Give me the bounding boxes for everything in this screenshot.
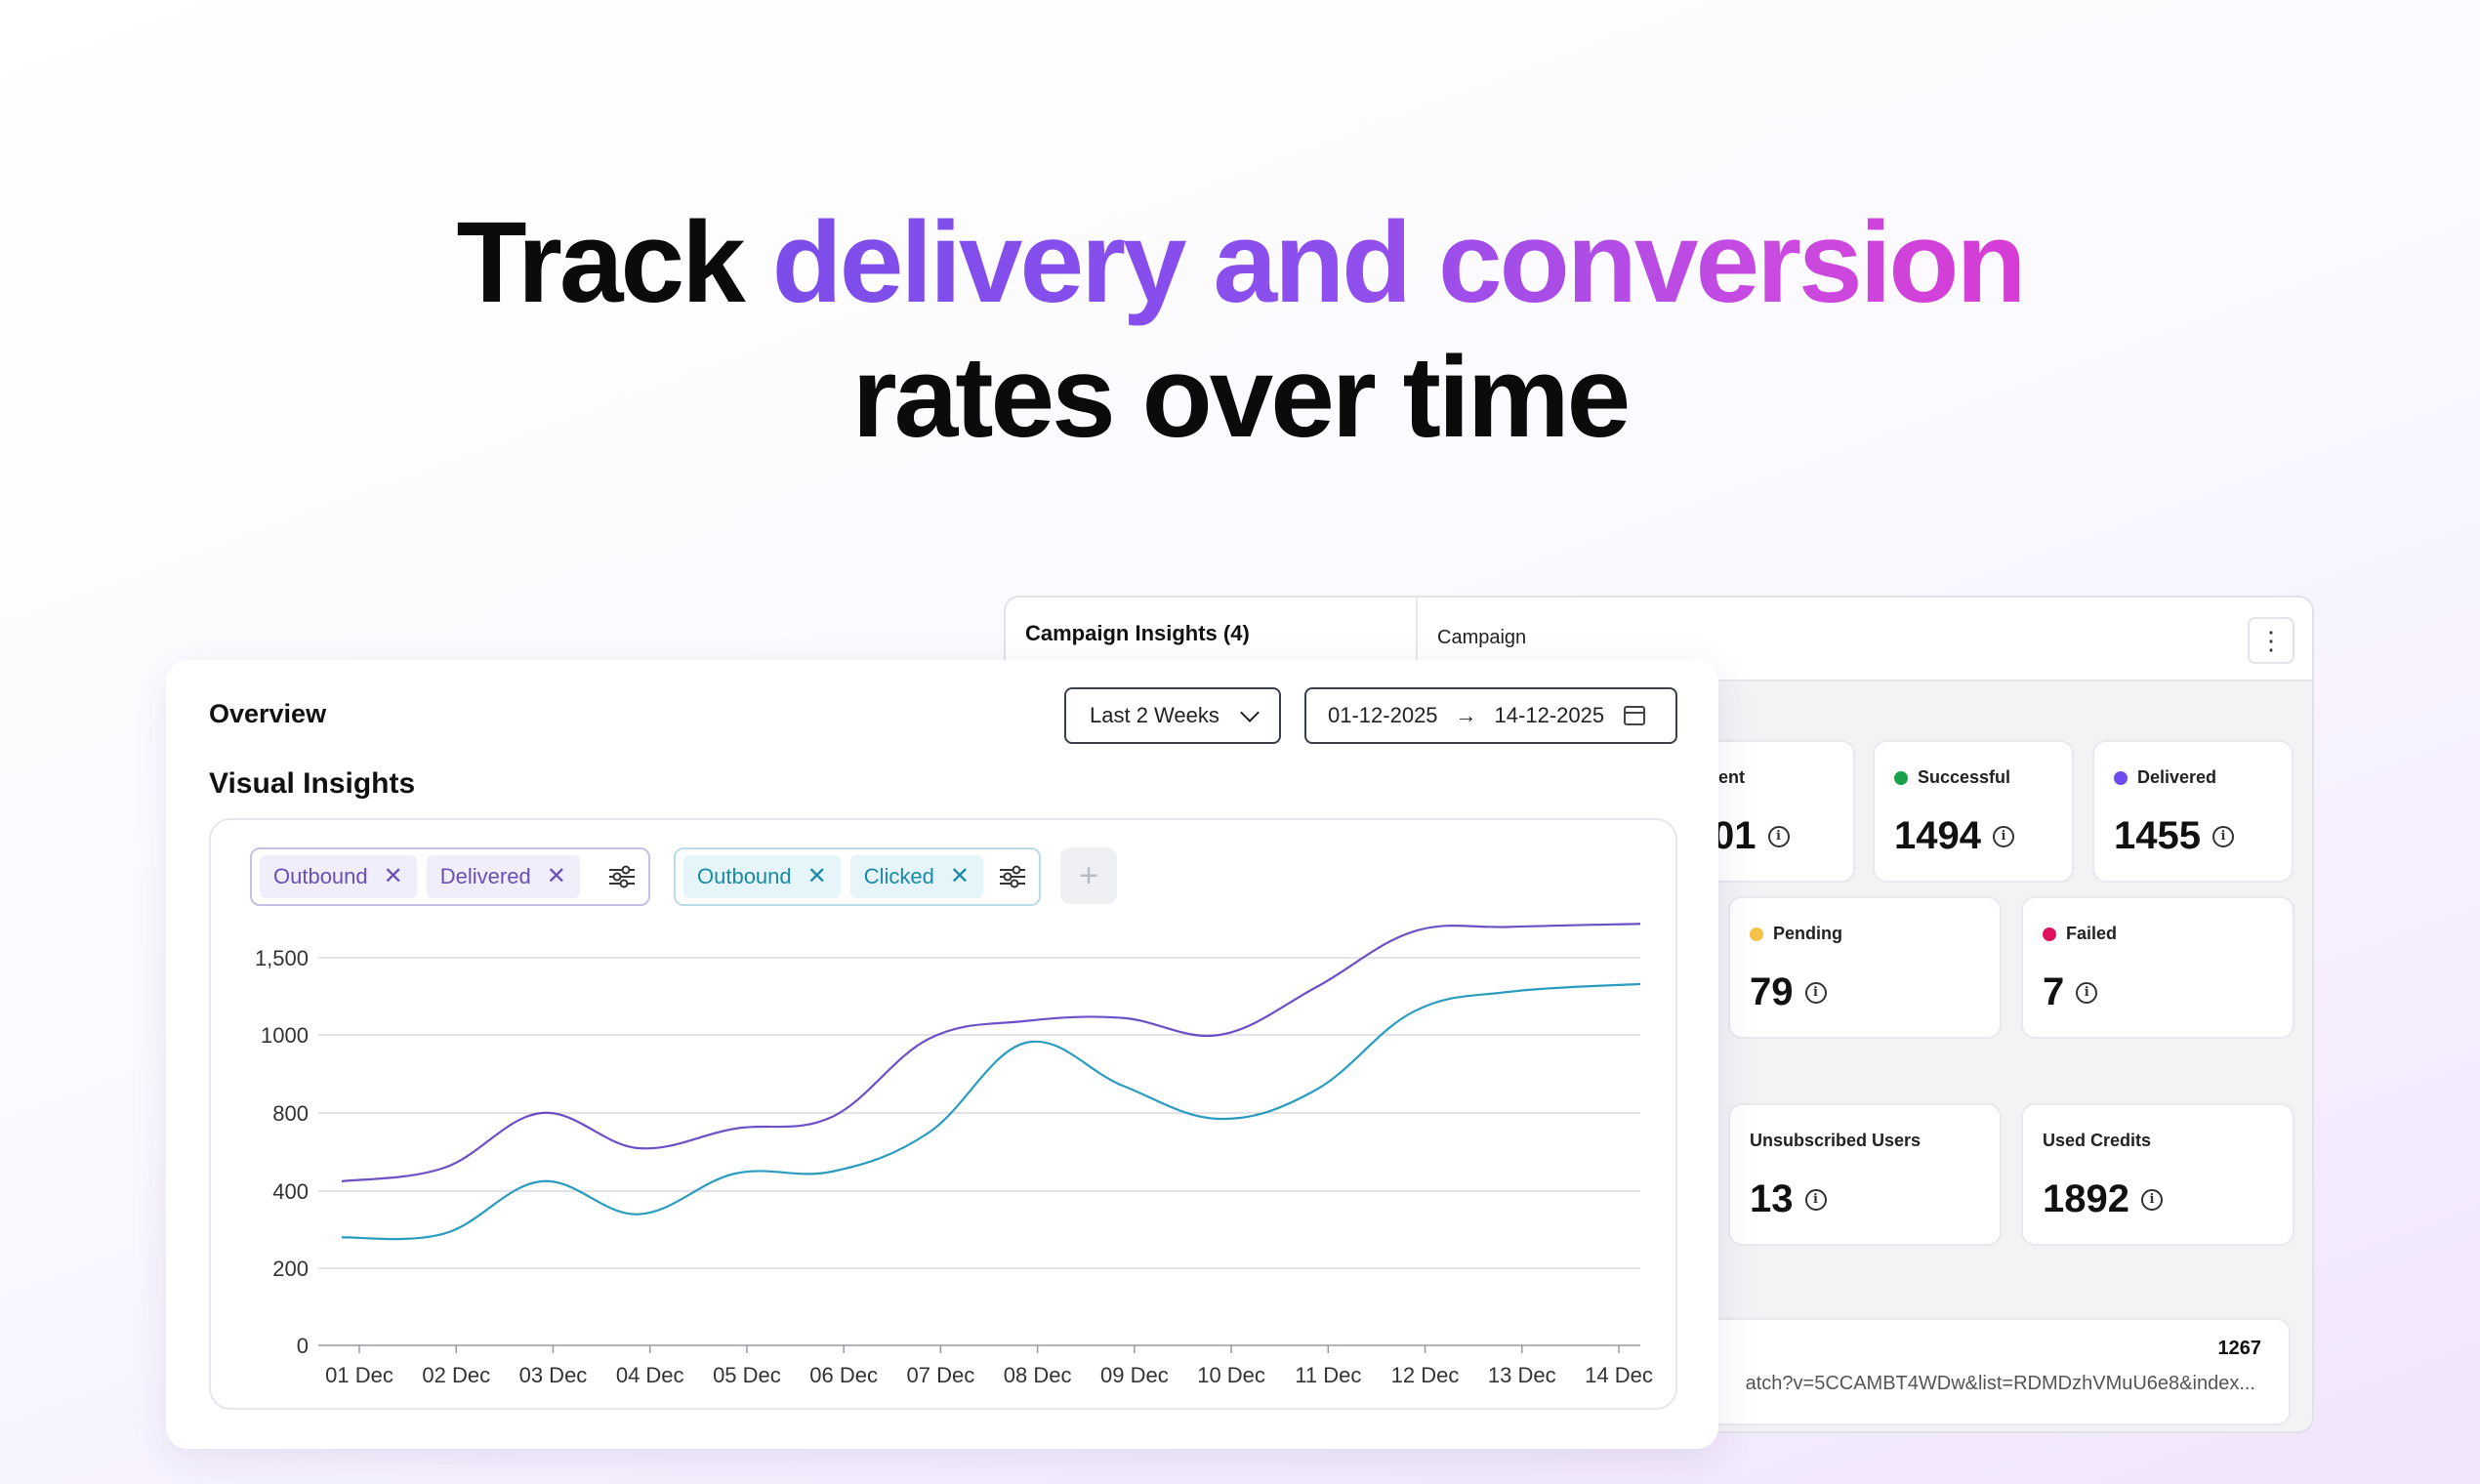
x-tick-label: 05 Dec — [713, 1363, 781, 1387]
overview-title: Overview — [209, 699, 327, 728]
stat-value-delivered: 1455 i — [2114, 814, 2234, 858]
x-tick-label: 10 Dec — [1197, 1363, 1265, 1387]
info-icon[interactable]: i — [2076, 981, 2098, 1004]
x-tick-label: 11 Dec — [1295, 1363, 1361, 1387]
y-tick-label: 400 — [272, 1179, 309, 1204]
stat-label-failed: Failed — [2043, 924, 2117, 944]
x-tick-label: 06 Dec — [809, 1363, 878, 1387]
arrow-right-icon: → — [1455, 703, 1477, 727]
filter-chip-clicked[interactable]: Clicked ✕ — [849, 855, 983, 898]
stat-card-pending: Pending 79 i — [1728, 896, 2002, 1039]
y-tick-label: 200 — [272, 1257, 309, 1281]
chevron-down-icon — [1239, 703, 1260, 722]
headline-gradient-text: delivery and conversion — [771, 198, 2027, 327]
y-tick-label: 1000 — [261, 1023, 309, 1048]
hero-headline: Track delivery and conversion rates over… — [0, 195, 2480, 465]
x-tick-label: 04 Dec — [616, 1363, 684, 1387]
headline-plain-text: Track — [456, 198, 745, 327]
series-line-1 — [341, 982, 1641, 1241]
filter-chip-outbound[interactable]: Outbound ✕ — [260, 855, 417, 898]
chart-container: Outbound ✕ Delivered ✕ Outbound ✕ — [209, 818, 1677, 1410]
stat-label-successful: Successful — [1894, 767, 2010, 788]
stat-label-pending: Pending — [1750, 924, 1842, 944]
sliders-icon[interactable] — [607, 864, 637, 889]
visual-insights-title: Visual Insights — [209, 767, 416, 800]
close-icon[interactable]: ✕ — [806, 863, 827, 889]
date-range-picker[interactable]: 01-12-2025 → 14-12-2025 — [1304, 687, 1677, 744]
date-from[interactable]: 01-12-2025 — [1328, 703, 1438, 727]
stat-card-successful: Successful 1494 i — [1873, 740, 2074, 883]
range-select-value: Last 2 Weeks — [1090, 703, 1219, 727]
status-dot — [1894, 770, 1908, 785]
overview-panel: Overview Visual Insights Last 2 Weeks 01… — [166, 660, 1718, 1449]
calendar-icon[interactable] — [1624, 706, 1646, 725]
info-icon[interactable]: i — [1804, 1188, 1827, 1211]
status-dot — [2043, 927, 2056, 941]
info-icon[interactable]: i — [2140, 1188, 2163, 1211]
x-tick-label: 12 Dec — [1391, 1363, 1460, 1387]
stat-card-failed: Failed 7 i — [2021, 896, 2294, 1039]
x-tick-label: 14 Dec — [1585, 1363, 1653, 1387]
campaign-column-label: Campaign — [1437, 627, 1527, 648]
stat-label-used-credits: Used Credits — [2043, 1131, 2152, 1150]
x-tick-label: 02 Dec — [422, 1363, 490, 1387]
kebab-vertical-icon[interactable]: ⋮ — [2248, 617, 2294, 664]
close-icon[interactable]: ✕ — [546, 863, 566, 889]
stat-label-unsubscribed: Unsubscribed Users — [1750, 1131, 1922, 1150]
stat-label-delivered: Delivered — [2114, 767, 2216, 788]
info-icon[interactable]: i — [1804, 981, 1827, 1004]
status-dot — [1750, 927, 1763, 941]
stat-label-sent: ent — [1718, 767, 1745, 787]
status-dot — [2114, 770, 2128, 785]
x-tick-label: 07 Dec — [907, 1363, 975, 1387]
x-tick-label: 13 Dec — [1488, 1363, 1556, 1387]
x-tick-label: 03 Dec — [519, 1363, 588, 1387]
y-tick-label: 800 — [272, 1101, 309, 1126]
filter-chip-outbound[interactable]: Outbound ✕ — [683, 855, 841, 898]
filter-chip-delivered[interactable]: Delivered ✕ — [426, 855, 580, 898]
stat-value-unsubscribed: 13 i — [1750, 1177, 1827, 1221]
close-icon[interactable]: ✕ — [383, 863, 403, 889]
stat-card-used-credits: Used Credits 1892 i — [2021, 1103, 2294, 1246]
headline-line-1: Track delivery and conversion — [0, 195, 2480, 330]
info-icon[interactable]: i — [1767, 825, 1790, 847]
x-tick-label: 08 Dec — [1004, 1363, 1072, 1387]
stat-card-delivered: Delivered 1455 i — [2092, 740, 2294, 883]
stat-card-unsubscribed: Unsubscribed Users 13 i — [1728, 1103, 2002, 1246]
stat-value-successful: 1494 i — [1894, 814, 2014, 858]
add-filter-button[interactable]: + — [1060, 847, 1117, 904]
y-tick-label: 1,500 — [255, 946, 309, 970]
info-icon[interactable]: i — [1992, 825, 2014, 847]
x-tick-label: 09 Dec — [1100, 1363, 1169, 1387]
close-icon[interactable]: ✕ — [949, 863, 970, 889]
stat-value-failed: 7 i — [2043, 970, 2098, 1014]
info-icon[interactable]: i — [2211, 825, 2234, 847]
sliders-icon[interactable] — [998, 864, 1027, 889]
x-tick-label: 01 Dec — [325, 1363, 393, 1387]
series-line-0 — [341, 923, 1641, 1183]
stat-value-used-credits: 1892 i — [2043, 1177, 2163, 1221]
line-chart: 0 200 400 800 1000 1,500 01 Dec 02 Dec 03 Dec 04 … — [255, 923, 1653, 1387]
date-range-select[interactable]: Last 2 Weeks — [1064, 687, 1281, 744]
link-click-count: 1267 — [2217, 1338, 2262, 1359]
campaign-insights-title: Campaign Insights (4) — [1025, 621, 1250, 645]
filter-group-clicked: Outbound ✕ Clicked ✕ — [674, 847, 1041, 906]
campaign-list-header: Campaign Insights (4) — [1006, 598, 1418, 681]
filter-group-delivered: Outbound ✕ Delivered ✕ — [250, 847, 650, 906]
headline-line-2: rates over time — [851, 333, 1632, 462]
link-url[interactable]: atch?v=5CCAMBT4WDw&list=RDMDzhVMuU6e8&in… — [1745, 1373, 2255, 1394]
stat-value-pending: 79 i — [1750, 970, 1827, 1014]
y-tick-label: 0 — [297, 1334, 309, 1358]
stat-value-sent: 01 i — [1713, 814, 1790, 858]
link-card[interactable]: 1267 atch?v=5CCAMBT4WDw&list=RDMDzhVMuU6… — [1621, 1318, 2291, 1425]
date-to[interactable]: 14-12-2025 — [1494, 703, 1605, 727]
